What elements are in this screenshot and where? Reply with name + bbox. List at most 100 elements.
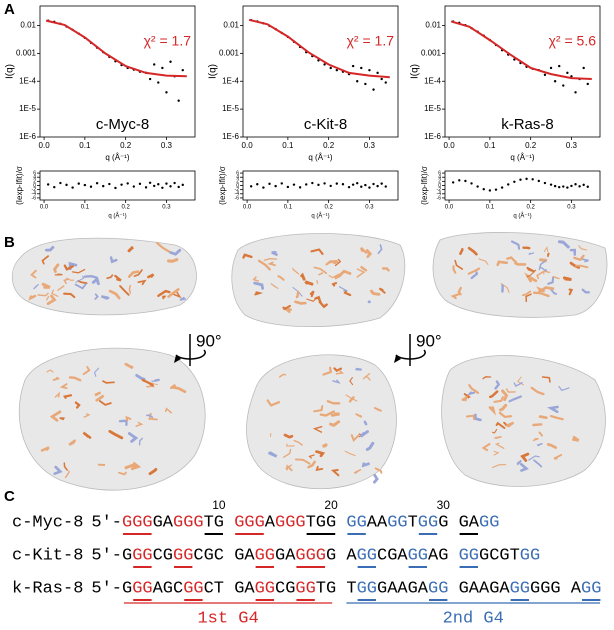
molecule-stroke bbox=[349, 377, 354, 386]
fit-line bbox=[450, 20, 592, 80]
sequence-segment: GG bbox=[510, 579, 530, 598]
data-point bbox=[488, 189, 492, 192]
data-point bbox=[329, 184, 332, 188]
molecule-stroke bbox=[532, 291, 550, 298]
data-point bbox=[157, 81, 160, 84]
y-tick-label: 0.01 bbox=[425, 21, 441, 30]
molecule-stroke bbox=[263, 258, 278, 261]
data-point bbox=[368, 68, 371, 72]
molecule-stroke bbox=[581, 258, 589, 263]
molecule-stroke bbox=[538, 415, 548, 420]
molecule-stroke bbox=[459, 248, 464, 255]
molecule-stroke bbox=[557, 240, 570, 249]
y-tick-label: -2 bbox=[235, 187, 240, 193]
molecule-stroke bbox=[63, 292, 76, 299]
arrow-head bbox=[174, 355, 181, 363]
y-tick-label: -4 bbox=[437, 191, 442, 197]
molecule-stroke bbox=[41, 255, 50, 265]
molecule-stroke bbox=[133, 269, 143, 277]
sample-label: c-Kit-8 bbox=[304, 116, 347, 133]
data-point bbox=[372, 88, 375, 91]
sequence-segment: GA bbox=[459, 513, 480, 532]
data-point bbox=[165, 91, 168, 94]
molecule-stroke bbox=[75, 275, 85, 283]
molecule-stroke bbox=[493, 396, 504, 403]
data-point bbox=[311, 181, 314, 185]
sequence-segment: AG bbox=[428, 546, 459, 565]
molecule-stroke bbox=[127, 246, 134, 253]
molecule-stroke bbox=[315, 465, 324, 472]
molecule-stroke bbox=[141, 378, 154, 387]
molecule-stroke bbox=[345, 394, 358, 402]
sequence-segment: GG bbox=[520, 546, 540, 565]
data-point bbox=[562, 84, 565, 87]
data-point bbox=[323, 63, 326, 66]
sequence-segment: GG bbox=[183, 579, 203, 598]
molecule-stroke bbox=[494, 380, 501, 390]
molecule-stroke bbox=[520, 452, 530, 462]
molecule-stroke bbox=[348, 396, 355, 403]
molecule-stroke bbox=[46, 294, 57, 306]
data-point bbox=[578, 185, 581, 188]
molecule-stroke bbox=[532, 423, 543, 427]
data-point bbox=[368, 186, 371, 189]
data-point bbox=[356, 80, 359, 83]
molecule-stroke bbox=[467, 267, 481, 275]
x-tick-label: 0.3 bbox=[162, 205, 171, 211]
molecule-stroke bbox=[125, 415, 132, 422]
molecule-stroke bbox=[41, 282, 51, 289]
molecule-stroke bbox=[91, 276, 100, 286]
molecule-stroke bbox=[528, 455, 540, 461]
molecule-stroke bbox=[314, 295, 322, 304]
y-axis-label: (Iexp-Ifit)/σ bbox=[218, 166, 227, 205]
sample-label: c-Myc-8 bbox=[96, 116, 149, 133]
y-tick-label: 0 bbox=[236, 183, 239, 189]
chi-square: χ² = 5.6 bbox=[549, 33, 597, 49]
molecule-stroke bbox=[532, 437, 539, 442]
molecule-stroke bbox=[369, 289, 381, 296]
molecule-stroke bbox=[569, 261, 581, 269]
molecule-stroke bbox=[283, 433, 294, 439]
plot-frame bbox=[444, 5, 601, 138]
molecule-stroke bbox=[330, 469, 340, 477]
molecule-stroke bbox=[496, 260, 508, 267]
data-point bbox=[173, 181, 176, 185]
molecule-stroke bbox=[333, 367, 342, 373]
y-tick-label: -6 bbox=[32, 195, 37, 201]
y-tick-label: 1E-6 bbox=[19, 132, 36, 141]
molecule-stroke bbox=[332, 379, 341, 384]
molecule-stroke bbox=[310, 248, 324, 255]
x-tick-label: 0.3 bbox=[566, 141, 578, 150]
x-tick-label: 0.2 bbox=[526, 205, 535, 211]
molecule-stroke bbox=[318, 272, 324, 276]
molecule-stroke bbox=[53, 465, 63, 475]
data-point bbox=[256, 183, 259, 186]
molecule-stroke bbox=[549, 415, 564, 421]
data-point bbox=[317, 183, 320, 187]
molecule-stroke bbox=[569, 248, 577, 256]
molecule-stroke bbox=[146, 414, 154, 418]
molecule-stroke bbox=[118, 471, 127, 476]
molecule-stroke bbox=[63, 394, 73, 399]
data-point bbox=[262, 186, 265, 189]
sequence-name: k-Ras-8 bbox=[12, 579, 83, 598]
molecule-stroke bbox=[519, 463, 529, 472]
molecule-stroke bbox=[83, 413, 91, 418]
envelope bbox=[231, 233, 406, 328]
data-point bbox=[298, 186, 302, 189]
molecule-stroke bbox=[28, 294, 37, 301]
data-point bbox=[83, 183, 87, 187]
molecule-stroke bbox=[268, 451, 278, 458]
molecule-stroke bbox=[495, 421, 506, 429]
molecule-stroke bbox=[514, 261, 527, 266]
data-point bbox=[482, 188, 485, 191]
y-tick-label: 2 bbox=[33, 179, 36, 185]
sequence-segment: A bbox=[265, 513, 276, 532]
x-tick-label: 0.3 bbox=[567, 205, 576, 211]
data-point bbox=[384, 185, 387, 188]
molecule-stroke bbox=[102, 380, 115, 384]
molecule-stroke bbox=[470, 271, 479, 280]
data-point bbox=[274, 184, 277, 188]
y-tick-label: 2 bbox=[438, 179, 441, 185]
molecule-stroke bbox=[454, 259, 464, 270]
